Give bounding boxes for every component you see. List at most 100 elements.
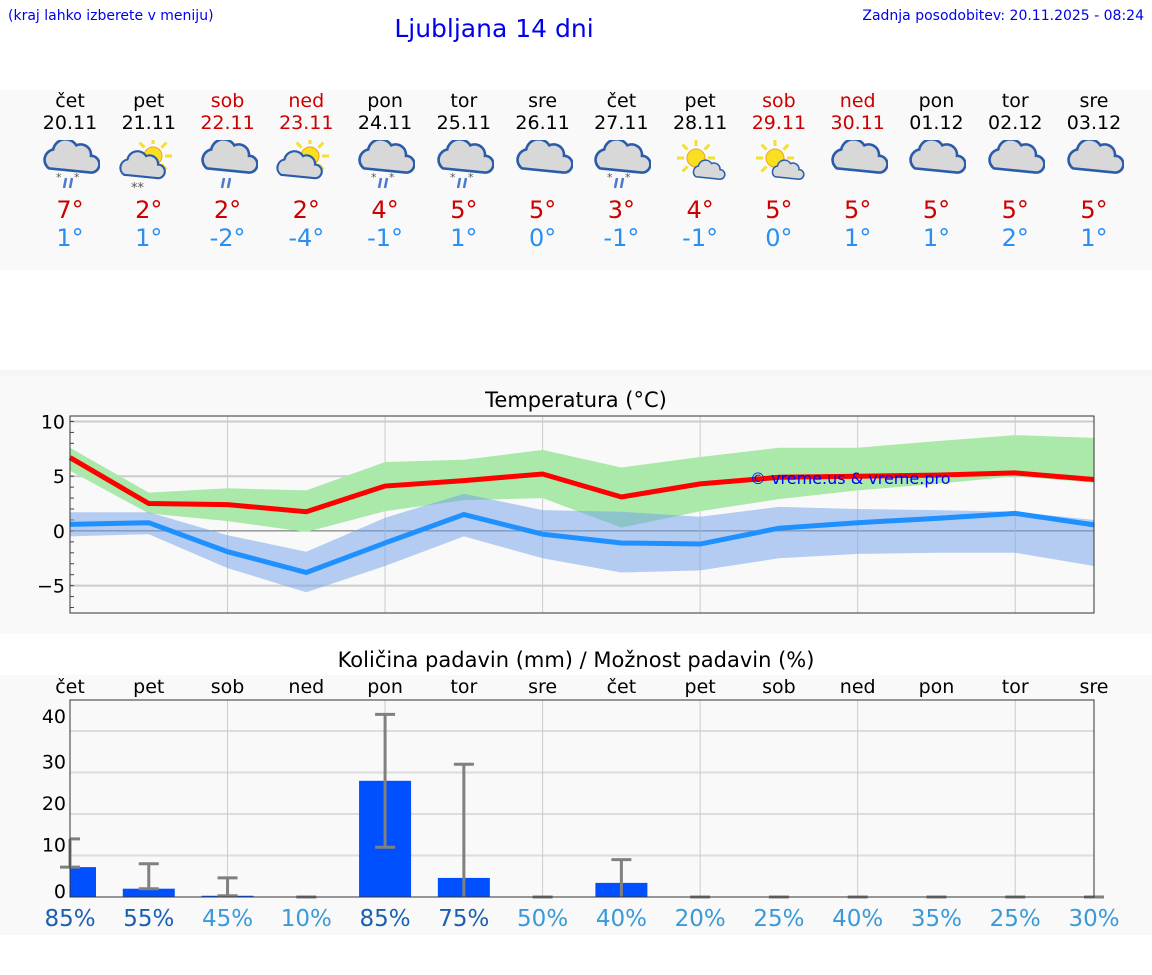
rain-drop (462, 177, 468, 189)
day-name: ned (839, 90, 876, 112)
snowflake: * (56, 171, 62, 184)
min-temp: -1° (682, 224, 719, 252)
precip-probability: 50% (517, 906, 568, 932)
plot-area (70, 700, 1094, 897)
rain-drop (377, 177, 383, 189)
cloud-sleet-icon: * * (43, 140, 100, 189)
cloudy-icon (830, 140, 888, 174)
rain-drop (383, 177, 389, 189)
sun-small-cloud-icon (677, 140, 726, 180)
precip-probability: 30% (1068, 906, 1119, 932)
day-name: pon (367, 90, 403, 112)
sun-ray (703, 143, 711, 151)
temperature-chart-title: Temperatura (°C) (485, 388, 667, 412)
sun-ray (760, 143, 768, 151)
x-day-label: pet (685, 676, 716, 698)
day-name: čet (606, 90, 637, 112)
precip-probability: 85% (44, 906, 95, 932)
x-day-label: tor (450, 676, 477, 698)
day-name: tor (450, 90, 478, 112)
cloud-body (594, 140, 652, 174)
y-tick-label: 10 (42, 835, 66, 857)
precip-probability: 10% (281, 906, 332, 932)
x-day-label: čet (55, 676, 85, 698)
rain-drop (68, 177, 74, 189)
day-date: 28.11 (672, 112, 728, 134)
day-forecast: čet 20.11 * * 7° 1° (30, 90, 110, 252)
divider (0, 370, 1152, 376)
plot-border (69, 699, 1095, 898)
cloud-body (119, 150, 166, 180)
day-date: 22.11 (200, 112, 255, 134)
cloud-shape (1067, 140, 1124, 174)
rain-drop (62, 177, 68, 189)
day-date: 29.11 (751, 112, 807, 134)
day-name: sre (1079, 90, 1109, 112)
x-day-label: ned (840, 676, 876, 698)
min-temp: 1° (1080, 224, 1108, 252)
x-day-label: ned (288, 676, 324, 698)
min-temp: -1° (603, 224, 640, 252)
precip-bar (70, 867, 96, 897)
x-day-label: sre (528, 676, 557, 698)
cloud-sleet-icon: * * (594, 140, 652, 189)
precipitation-chart-title: Količina padavin (mm) / Možnost padavin … (337, 648, 815, 672)
day-date: 20.11 (42, 112, 98, 134)
day-name: tor (1001, 90, 1029, 112)
day-forecast: sre 26.11 5° 0° (503, 90, 583, 252)
snowflake: * (625, 171, 631, 184)
sun-ray (138, 141, 146, 149)
day-name: ned (288, 90, 325, 112)
snowflake: * (371, 171, 377, 184)
day-date: 26.11 (515, 112, 570, 134)
snowflake: * (389, 171, 395, 184)
max-temp: 5° (528, 196, 557, 224)
day-date: 23.11 (279, 112, 334, 134)
rain-drop (620, 177, 625, 189)
min-temp: 1° (135, 224, 163, 252)
sun-ray (317, 141, 325, 149)
rain-drop (226, 177, 231, 189)
cloudy-icon (988, 140, 1046, 174)
sun-ray (681, 165, 689, 173)
day-forecast: pet 21.11 ** 2° 1° (109, 90, 189, 252)
max-temp: 5° (844, 196, 872, 224)
max-temp-line (68, 455, 1095, 515)
day-forecast: tor 25.11 * * 5° 1° (424, 90, 504, 252)
y-tick-label: 20 (42, 793, 66, 815)
max-temp: 2° (292, 196, 320, 224)
min-temp: 1° (56, 224, 84, 252)
y-tick-label: 10 (41, 411, 65, 433)
cloud-body (771, 159, 805, 180)
snowflake: * (468, 171, 474, 184)
plot-border (69, 415, 1095, 614)
min-temp: 1° (450, 224, 478, 252)
max-temp: 5° (450, 196, 478, 224)
daily-forecast-strip: čet 20.11 * * 7° 1° pet 21.11 ** 2° 1° sob 22.1… (0, 90, 1152, 270)
cloud-rain-icon (200, 140, 258, 189)
min-temp: -1° (367, 224, 404, 252)
cloud-shape (276, 150, 324, 180)
cloudy-icon (909, 140, 967, 174)
cloud-shape (830, 140, 888, 174)
day-name: pet (133, 90, 165, 112)
x-day-label: pon (919, 676, 955, 698)
cloud-shape (594, 140, 652, 174)
last-updated: Zadnja posodobitev: 20.11.2025 - 08:24 (862, 8, 1144, 24)
precip-probability: 35% (911, 906, 962, 932)
precip-probability: 45% (202, 906, 253, 932)
cloud-body (988, 140, 1046, 174)
day-forecast: sre 03.12 5° 1° (1054, 90, 1134, 252)
precip-probability: 40% (832, 906, 883, 932)
max-temp: 7° (56, 196, 84, 224)
snowflake: * (74, 171, 80, 184)
precip-probability: 20% (675, 906, 726, 932)
day-date: 01.12 (909, 112, 964, 134)
x-day-label: sob (211, 676, 245, 698)
cloud-shape (43, 140, 100, 174)
cloudy-icon (515, 140, 573, 174)
day-forecast: pon 01.12 5° 1° (896, 90, 976, 252)
location-hint: (kraj lahko izberete v meniju) (8, 8, 214, 24)
max-temp: 5° (922, 196, 951, 224)
min-temp: -2° (209, 224, 246, 252)
